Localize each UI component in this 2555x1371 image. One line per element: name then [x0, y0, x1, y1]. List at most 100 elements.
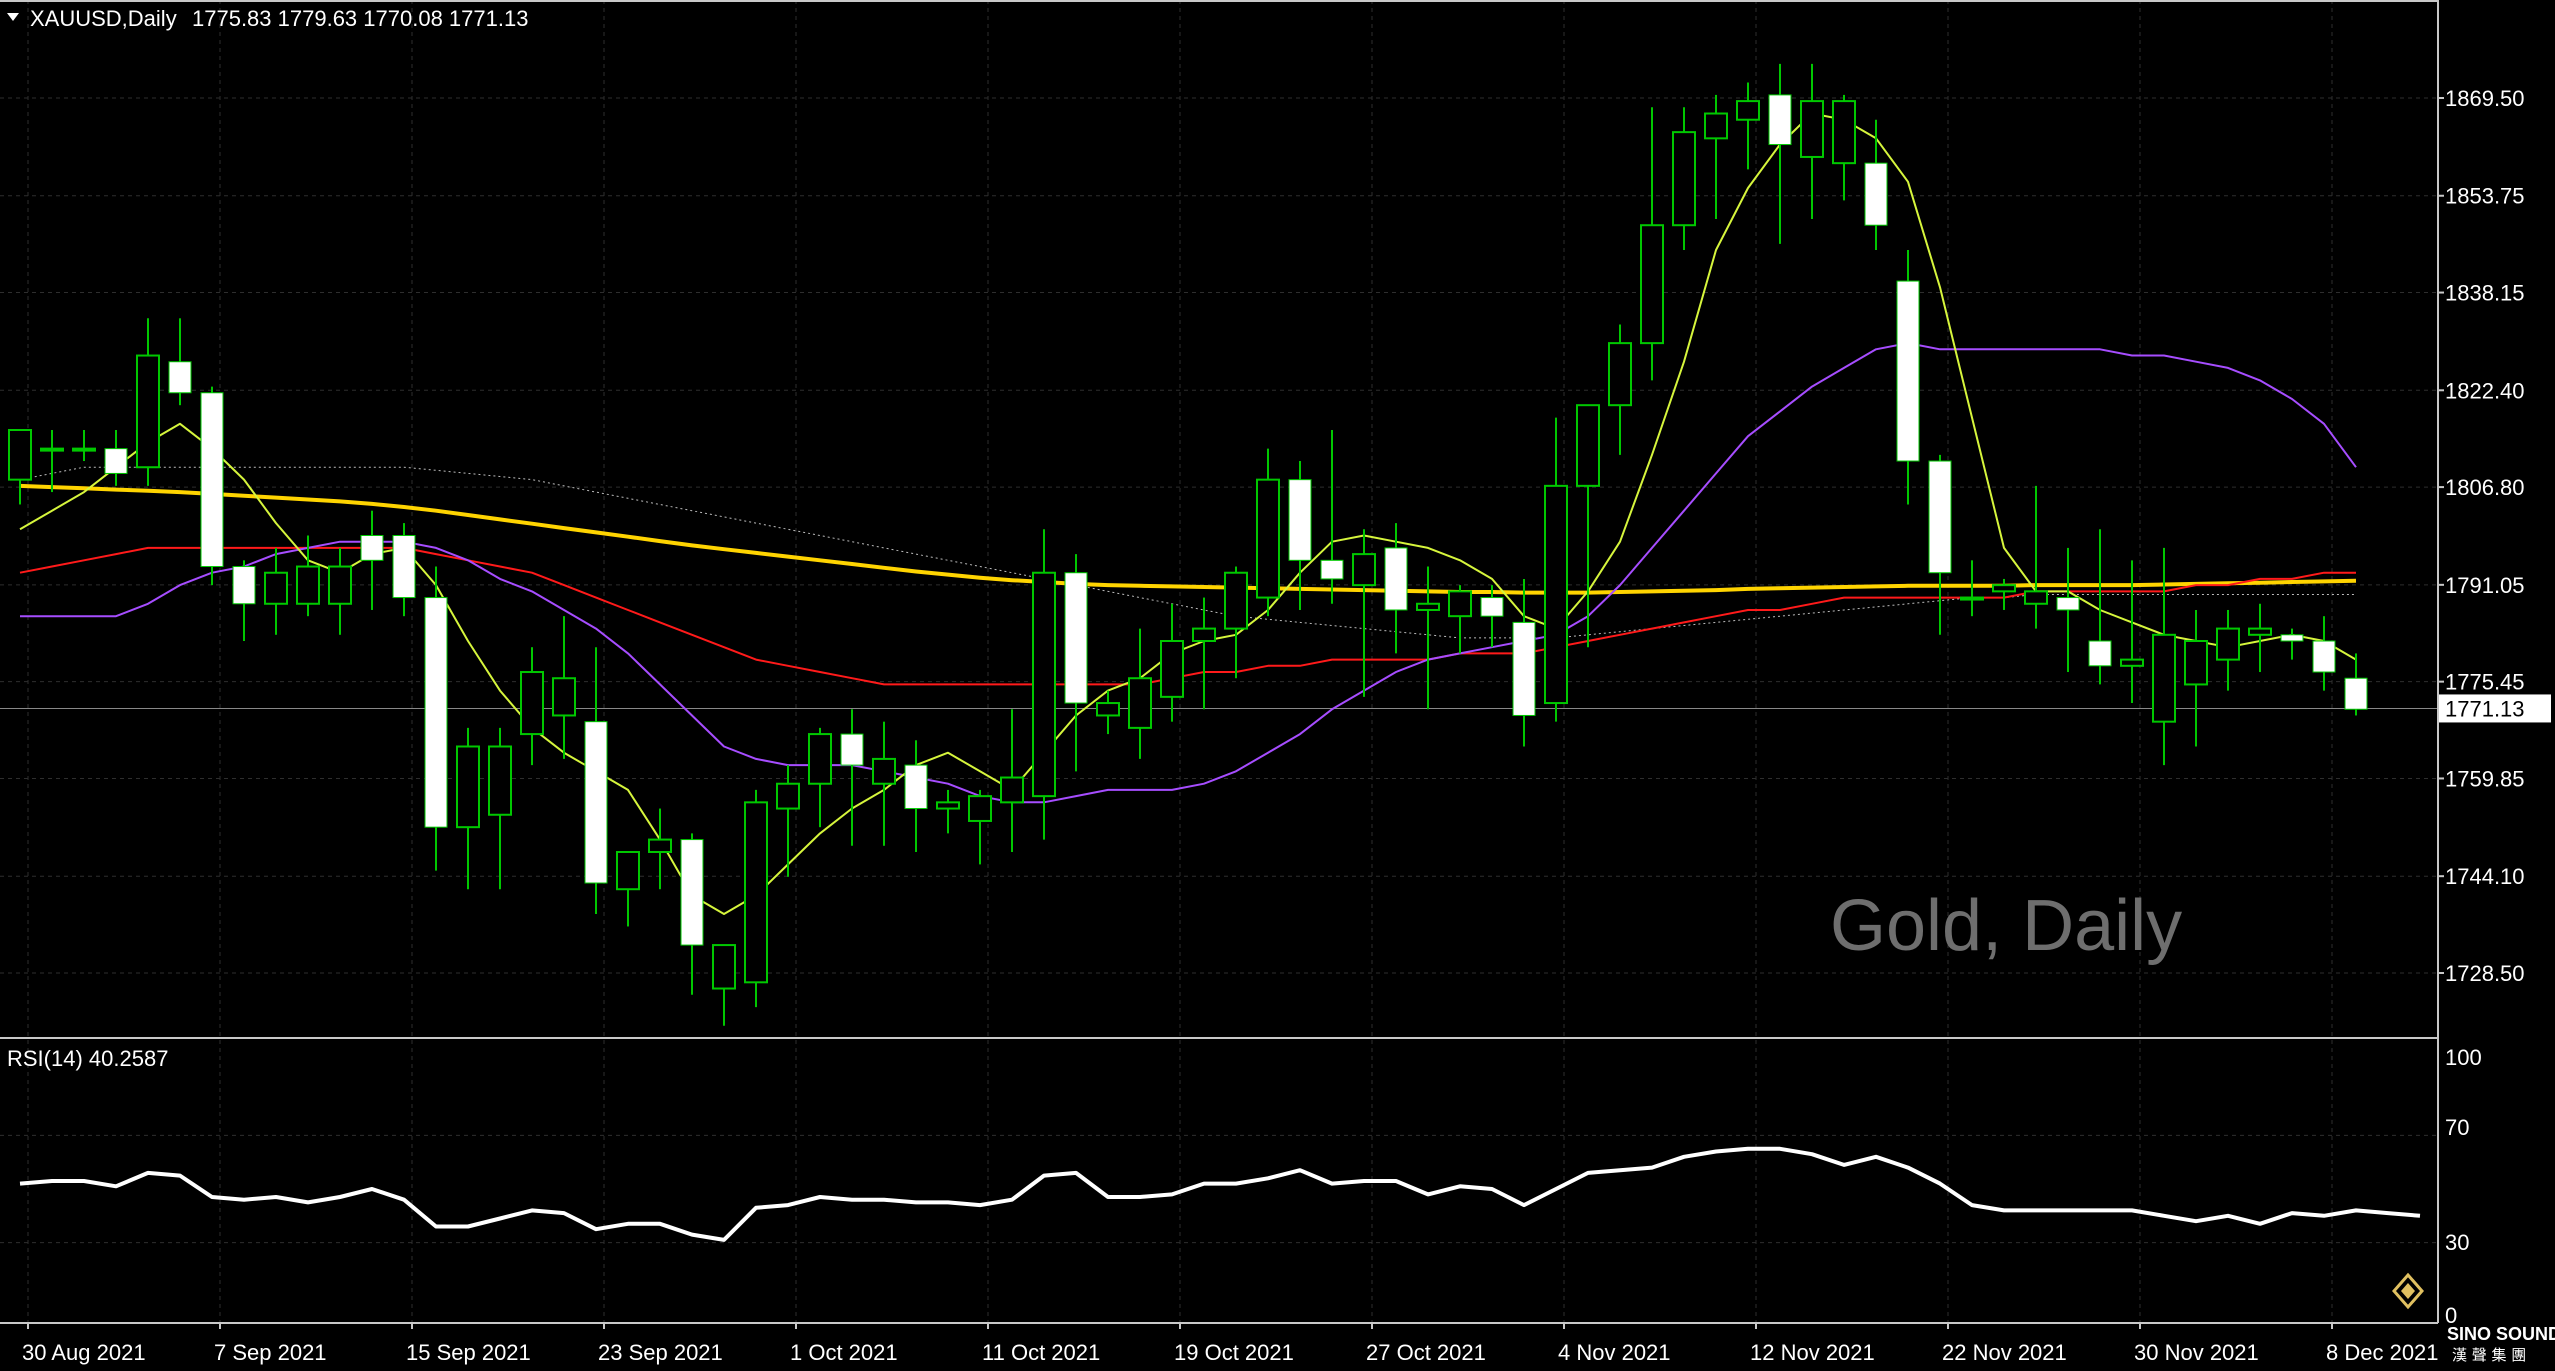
candle-body-bear [680, 839, 704, 946]
x-tick-label: 4 Nov 2021 [1558, 1340, 1671, 1365]
candle-body-bear [424, 597, 448, 828]
candle-body-bear [1064, 572, 1088, 704]
candlesticks [8, 63, 2368, 1026]
candle-body-bull [1192, 627, 1216, 642]
x-tick-label: 30 Aug 2021 [22, 1340, 146, 1365]
candle-body-bull [1992, 584, 2016, 593]
candle-body-bull [808, 733, 832, 785]
candle-body-bear [904, 764, 928, 810]
candle-body-bull [40, 447, 64, 452]
logo-subtext: 漢 聲 集 團 [2452, 1346, 2526, 1364]
y-tick-label: 1759.85 [2445, 766, 2525, 791]
candle-body-bull [1352, 553, 1376, 587]
collapse-triangle-icon[interactable] [7, 13, 19, 21]
chart-frame [0, 0, 2439, 1324]
candle-body-bear [360, 535, 384, 561]
candle-body-bull [1128, 677, 1152, 729]
price-axis: 1869.50 1853.75 1838.15 1822.40 1806.80 1791.… [2438, 86, 2551, 986]
candle-body-bull [72, 447, 96, 452]
candle-body-bear [392, 535, 416, 599]
candle-body-bear [1320, 559, 1344, 580]
candle-body-bull [1576, 404, 1600, 487]
candle-body-bull [1032, 571, 1056, 798]
ohlc-readout: 1775.83 1779.63 1770.08 1771.13 [192, 6, 528, 31]
x-tick-label: 27 Oct 2021 [1366, 1340, 1486, 1365]
candle-body-bear [104, 448, 128, 474]
candle-body-bull [648, 838, 672, 853]
time-axis: 30 Aug 2021 7 Sep 2021 15 Sep 2021 23 Sep 2… [22, 1323, 2439, 1365]
candle-body-bear [584, 721, 608, 884]
candle-body-bull [968, 795, 992, 822]
diamond-logo-inner [2401, 1283, 2415, 1299]
x-tick-label: 22 Nov 2021 [1942, 1340, 2067, 1365]
x-tick-label: 15 Sep 2021 [406, 1340, 531, 1365]
candle-body-bear [2344, 677, 2368, 710]
candle-body-bear [1512, 621, 1536, 716]
candle-body-bull [1224, 571, 1248, 630]
last-price-tag [2439, 694, 2551, 723]
candle-body-bull [616, 850, 640, 891]
candle-body-bear [1896, 280, 1920, 462]
candle-body-bull [1672, 131, 1696, 227]
candle-body-bull [520, 671, 544, 736]
candle-body-bear [2088, 640, 2112, 667]
y-tick-label: 1728.50 [2445, 961, 2525, 986]
x-tick-label: 1 Oct 2021 [790, 1340, 898, 1365]
candle-body-bull [1736, 100, 1760, 121]
candle-body-bull [1544, 484, 1568, 705]
candle-body-bear [200, 392, 224, 568]
candle-body-bull [1832, 100, 1856, 165]
brand-logo: SINO SOUND 漢 聲 集 團 [2392, 1272, 2555, 1364]
rsi-level-70: 70 [2445, 1115, 2469, 1140]
candle-body-bear [2280, 634, 2304, 642]
last-price-label: 1771.13 [2445, 696, 2525, 721]
candle-body-bull [1704, 112, 1728, 140]
candle-body-bull [1256, 478, 1280, 599]
candle-body-bull [328, 565, 352, 605]
rsi-line [19, 1146, 2421, 1242]
y-tick-label: 1806.80 [2445, 475, 2525, 500]
x-tick-label: 7 Sep 2021 [214, 1340, 327, 1365]
candle-body-bull [136, 354, 160, 469]
y-tick-label: 1869.50 [2445, 86, 2525, 111]
candle-body-bull [936, 801, 960, 810]
candle-body-bull [1800, 100, 1824, 158]
y-tick-label: 1744.10 [2445, 864, 2525, 889]
candle-body-bull [488, 745, 512, 816]
ma-dotted-line [19, 466, 2356, 639]
candle-body-bull [1448, 590, 1472, 618]
x-tick-label: 8 Dec 2021 [2326, 1340, 2439, 1365]
x-tick-label: 11 Oct 2021 [982, 1340, 1100, 1365]
candle-body-bull [1096, 702, 1120, 717]
candle-body-bull [2216, 627, 2240, 661]
candle-body-bear [2056, 597, 2080, 611]
candle-body-bull [552, 677, 576, 717]
candle-body-bull [264, 571, 288, 605]
x-tick-label: 12 Nov 2021 [1750, 1340, 1875, 1365]
candle-body-bear [840, 733, 864, 766]
candle-body-bear [1384, 547, 1408, 611]
candle-body-bear [2312, 640, 2336, 673]
rsi-level-100: 100 [2445, 1045, 2482, 1070]
rsi-series [19, 1146, 2421, 1242]
candle-body-bull [1960, 596, 1984, 601]
candle-body-bull [712, 944, 736, 990]
y-tick-label: 1838.15 [2445, 281, 2525, 306]
rsi-label: RSI(14) 40.2587 [7, 1046, 168, 1071]
y-tick-label: 1775.45 [2445, 670, 2525, 695]
x-tick-label: 23 Sep 2021 [598, 1340, 723, 1365]
candle-body-bull [1160, 639, 1184, 698]
candle-body-bull [2024, 590, 2048, 605]
x-tick-label: 30 Nov 2021 [2134, 1340, 2259, 1365]
candle-body-bull [1608, 342, 1632, 407]
candle-body-bull [8, 429, 32, 481]
candle-body-bull [744, 801, 768, 984]
diamond-logo-icon [2392, 1272, 2424, 1310]
y-tick-label: 1822.40 [2445, 378, 2525, 403]
candle-body-bear [1288, 479, 1312, 561]
candle-body-bear [1768, 94, 1792, 146]
candle-body-bull [456, 745, 480, 829]
candle-body-bull [296, 565, 320, 605]
candle-body-bull [2120, 658, 2144, 667]
